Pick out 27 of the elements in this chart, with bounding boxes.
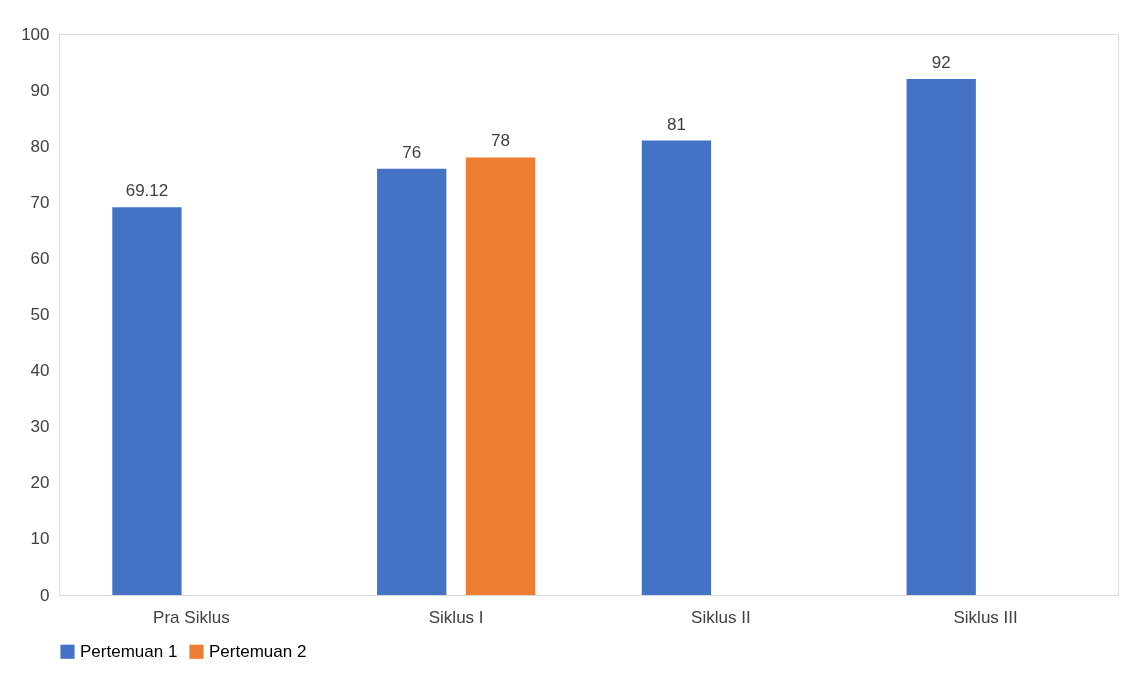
bar (641, 140, 712, 595)
data-label: 81 (666, 114, 686, 134)
x-tick-label: Siklus I (428, 607, 484, 627)
legend-label: Pertemuan 2 (209, 641, 307, 661)
y-tick-label: 50 (30, 305, 50, 324)
data-label: 69.12 (125, 181, 169, 201)
y-tick-label: 40 (30, 361, 50, 381)
y-tick-label: 90 (30, 80, 50, 100)
bar (112, 207, 182, 595)
y-tick-label: 10 (30, 529, 50, 549)
y-tick-label: 60 (30, 248, 50, 268)
y-tick-label: 0 (40, 585, 50, 605)
data-label: 76 (402, 142, 422, 162)
y-tick-label: 100 (21, 24, 50, 44)
x-tick-label: Siklus II (691, 607, 751, 627)
y-tick-label: 20 (30, 473, 50, 493)
bar (377, 168, 447, 595)
y-tick-label: 70 (30, 192, 50, 212)
x-tick-label: Pra Siklus (153, 607, 230, 627)
y-tick-label: 30 (30, 417, 50, 437)
x-tick-label: Siklus III (953, 607, 1018, 627)
data-label: 92 (931, 52, 951, 72)
bar (906, 78, 976, 595)
data-label: 78 (491, 131, 511, 151)
legend-label: Pertemuan 1 (80, 641, 178, 661)
y-tick-label: 80 (30, 136, 50, 156)
bar (465, 157, 536, 595)
